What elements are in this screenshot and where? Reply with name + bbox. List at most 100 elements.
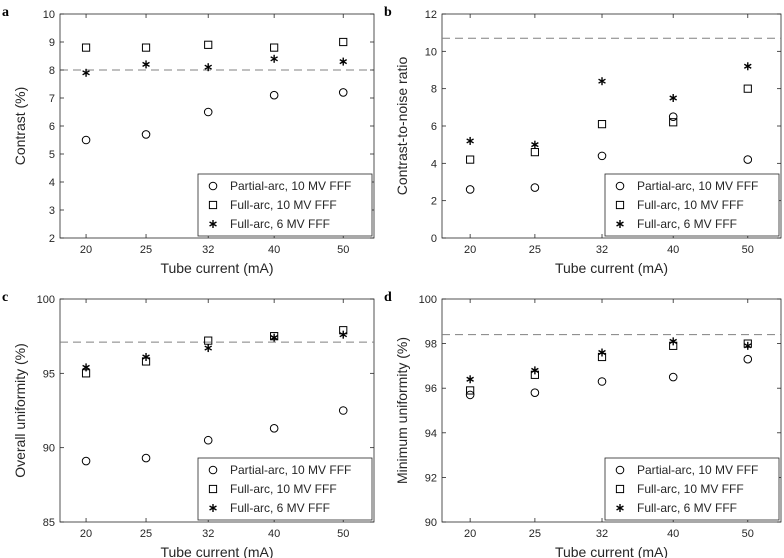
x-tick-label: 25 — [529, 244, 541, 256]
y-tick-label: 12 — [425, 9, 437, 21]
data-point-circle — [597, 377, 607, 386]
legend-label: Full-arc, 6 MV FFF — [230, 501, 330, 515]
data-point-circle — [743, 354, 753, 364]
y-tick-label: 3 — [49, 205, 55, 217]
panel-letter: b — [384, 5, 392, 20]
x-tick-label: 40 — [667, 528, 679, 540]
data-point-circle — [465, 185, 475, 194]
data-point-circle — [597, 151, 607, 161]
data-point-asterisk — [743, 341, 752, 350]
legend: Partial-arc, 10 MV FFF Full-arc, 10 MV FF… — [197, 173, 373, 237]
legend-marker-asterisk — [209, 220, 217, 228]
legend-label: Full-arc, 10 MV FFF — [230, 198, 337, 212]
y-tick-label: 2 — [431, 196, 437, 208]
y-tick-label: 85 — [43, 517, 55, 529]
x-tick-label: 32 — [596, 244, 608, 256]
legend-label: Full-arc, 10 MV FFF — [637, 198, 744, 212]
x-tick-label: 40 — [667, 244, 679, 256]
data-point-asterisk — [669, 337, 678, 346]
legend-marker-asterisk — [616, 504, 624, 512]
data-point-circle — [668, 112, 678, 121]
x-tick-label: 32 — [596, 528, 608, 540]
data-point-asterisk — [339, 57, 348, 66]
y-tick-label: 10 — [425, 46, 437, 58]
x-axis-label: Tube current (mA) — [160, 544, 273, 558]
data-point-circle — [338, 88, 348, 97]
y-tick-label: 5 — [49, 149, 55, 161]
chart-panel-b: 0 2 4 6 8 10 12 20 25 32 40 50 Tube current (mA) Cont… — [384, 5, 782, 276]
y-tick-label: 2 — [49, 233, 55, 245]
y-tick-label: 100 — [37, 294, 55, 306]
legend-box — [197, 173, 373, 237]
y-tick-label: 90 — [425, 517, 437, 529]
data-point-asterisk — [466, 375, 474, 384]
data-point-circle — [338, 406, 348, 415]
data-point-circle — [203, 107, 213, 117]
data-point-asterisk — [142, 60, 150, 69]
data-point-asterisk — [142, 352, 150, 361]
data-point-asterisk — [743, 62, 752, 71]
x-tick-label: 50 — [742, 244, 754, 256]
data-point-asterisk — [82, 363, 90, 372]
legend-label: Full-arc, 6 MV FFF — [637, 501, 737, 515]
data-point-circle — [203, 435, 213, 445]
x-tick-label: 25 — [140, 528, 152, 540]
x-tick-label: 50 — [337, 528, 349, 540]
x-tick-label: 50 — [337, 244, 349, 256]
data-point-square — [204, 40, 213, 49]
legend-marker-circle — [208, 181, 218, 191]
data-point-asterisk — [466, 136, 474, 145]
y-tick-label: 6 — [431, 121, 437, 133]
data-point-square — [270, 43, 279, 52]
chart-panel-d: 90 92 94 96 98 100 20 25 32 40 50 Tube current (mA)… — [384, 290, 782, 558]
data-point-asterisk — [270, 333, 278, 342]
y-tick-label: 92 — [425, 472, 437, 484]
legend: Partial-arc, 10 MV FFF Full-arc, 10 MV FF… — [604, 173, 780, 237]
panel-letter: a — [2, 5, 9, 20]
x-axis-label: Tube current (mA) — [160, 260, 273, 276]
data-point-asterisk — [598, 77, 606, 86]
y-tick-label: 95 — [43, 368, 55, 380]
legend-box — [604, 457, 780, 521]
y-tick-label: 9 — [49, 37, 55, 49]
y-tick-label: 90 — [43, 443, 55, 455]
data-point-circle — [81, 456, 91, 466]
data-point-asterisk — [531, 140, 539, 149]
data-point-circle — [141, 130, 151, 139]
legend-marker-square — [615, 200, 625, 210]
y-axis-label: Overall uniformity (%) — [12, 343, 28, 478]
data-point-square — [81, 43, 91, 52]
data-point-circle — [743, 155, 753, 164]
legend-marker-circle — [208, 465, 218, 475]
data-point-circle — [81, 135, 91, 145]
y-tick-label: 100 — [419, 294, 437, 306]
data-point-square — [466, 155, 475, 164]
data-point-square — [339, 37, 348, 47]
x-tick-label: 32 — [202, 528, 214, 540]
y-tick-label: 94 — [425, 428, 437, 440]
legend-label: Partial-arc, 10 MV FFF — [230, 463, 351, 477]
y-axis-label: Contrast-to-noise ratio — [394, 57, 410, 196]
x-tick-label: 20 — [80, 528, 92, 540]
legend-marker-square — [208, 200, 218, 210]
y-tick-label: 10 — [43, 9, 55, 21]
x-tick-label: 25 — [529, 528, 541, 540]
x-tick-label: 50 — [742, 528, 754, 540]
data-point-asterisk — [204, 63, 213, 72]
legend-marker-asterisk — [209, 504, 217, 512]
x-tick-label: 20 — [464, 528, 476, 540]
data-point-circle — [269, 90, 279, 100]
y-tick-label: 4 — [431, 158, 437, 170]
y-tick-label: 6 — [49, 121, 55, 133]
data-point-square — [597, 120, 607, 129]
data-point-square — [669, 118, 678, 127]
legend-box — [604, 173, 780, 237]
data-point-asterisk — [598, 348, 606, 357]
data-point-circle — [141, 453, 151, 463]
x-tick-label: 40 — [268, 528, 280, 540]
data-point-circle — [269, 424, 279, 433]
x-tick-label: 20 — [464, 244, 476, 256]
legend: Partial-arc, 10 MV FFF Full-arc, 10 MV FF… — [197, 457, 373, 521]
panel-letter: c — [2, 290, 8, 305]
legend-marker-square — [615, 484, 625, 494]
